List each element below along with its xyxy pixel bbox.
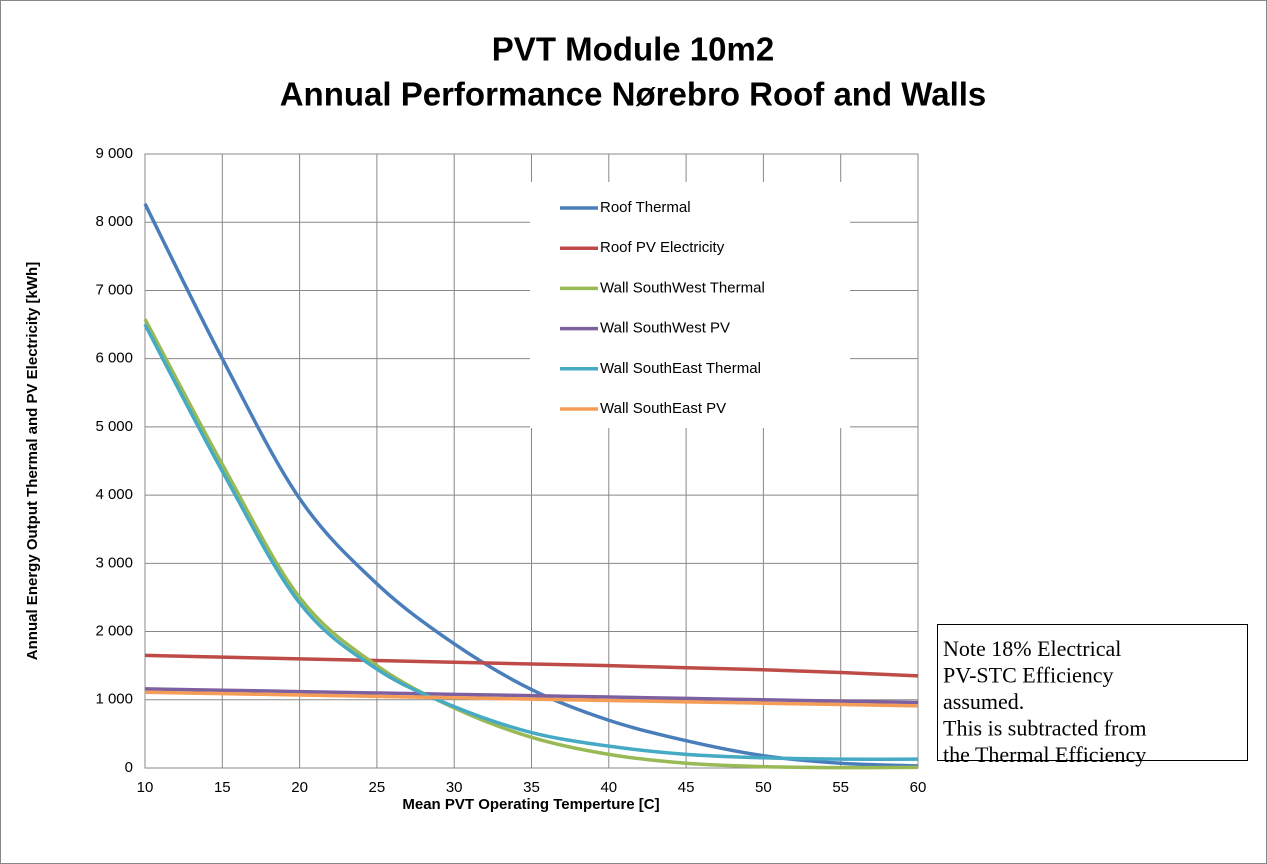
y-tick-label: 0	[125, 759, 133, 776]
y-tick-label: 4 000	[95, 486, 133, 503]
x-tick-label: 20	[291, 779, 308, 796]
note-text: the Thermal Efficiency	[943, 742, 1146, 767]
x-tick-label: 55	[832, 779, 849, 796]
y-tick-label: 9 000	[95, 145, 133, 162]
legend-label: Roof PV Electricity	[600, 239, 725, 256]
y-tick-label: 5 000	[95, 418, 133, 435]
series-line	[144, 653, 919, 678]
x-tick-label: 10	[137, 779, 154, 796]
legend-label: Wall SouthWest PV	[600, 320, 730, 337]
y-tick-label: 3 000	[95, 554, 133, 571]
x-tick-label: 15	[214, 779, 231, 796]
note-text: This is subtracted from	[943, 716, 1146, 741]
series-line	[144, 687, 919, 705]
x-tick-label: 45	[678, 779, 695, 796]
y-tick-label: 2 000	[95, 623, 133, 640]
x-tick-label: 35	[523, 779, 540, 796]
series-line	[143, 318, 919, 770]
x-axis-label: Mean PVT Operating Temperture [C]	[402, 796, 659, 813]
x-tick-label: 25	[369, 779, 386, 796]
legend-label: Wall SouthWest Thermal	[600, 279, 765, 296]
y-tick-label: 7 000	[95, 281, 133, 298]
legend-label: Roof Thermal	[600, 199, 691, 216]
legend-box	[530, 182, 850, 428]
x-tick-label: 40	[600, 779, 617, 796]
x-tick-label: 30	[446, 779, 463, 796]
legend-label: Wall SouthEast Thermal	[600, 360, 761, 377]
y-axis-label: Annual Energy Output Thermal and PV Elec…	[24, 262, 41, 660]
note-text: assumed.	[943, 689, 1024, 714]
note-text: PV-STC Efficiency	[943, 663, 1114, 688]
note-box	[937, 624, 1248, 761]
series-line	[143, 323, 919, 761]
chart-title: PVT Module 10m2	[492, 31, 774, 68]
x-tick-label: 60	[910, 779, 927, 796]
legend-label: Wall SouthEast PV	[600, 400, 726, 417]
chart-subtitle: Annual Performance Nørebro Roof and Wall…	[280, 76, 987, 113]
y-tick-label: 1 000	[95, 691, 133, 708]
note-text: Note 18% Electrical	[943, 636, 1121, 661]
y-tick-label: 6 000	[95, 350, 133, 367]
series-line	[144, 690, 919, 708]
x-tick-label: 50	[755, 779, 772, 796]
y-tick-label: 8 000	[95, 213, 133, 230]
